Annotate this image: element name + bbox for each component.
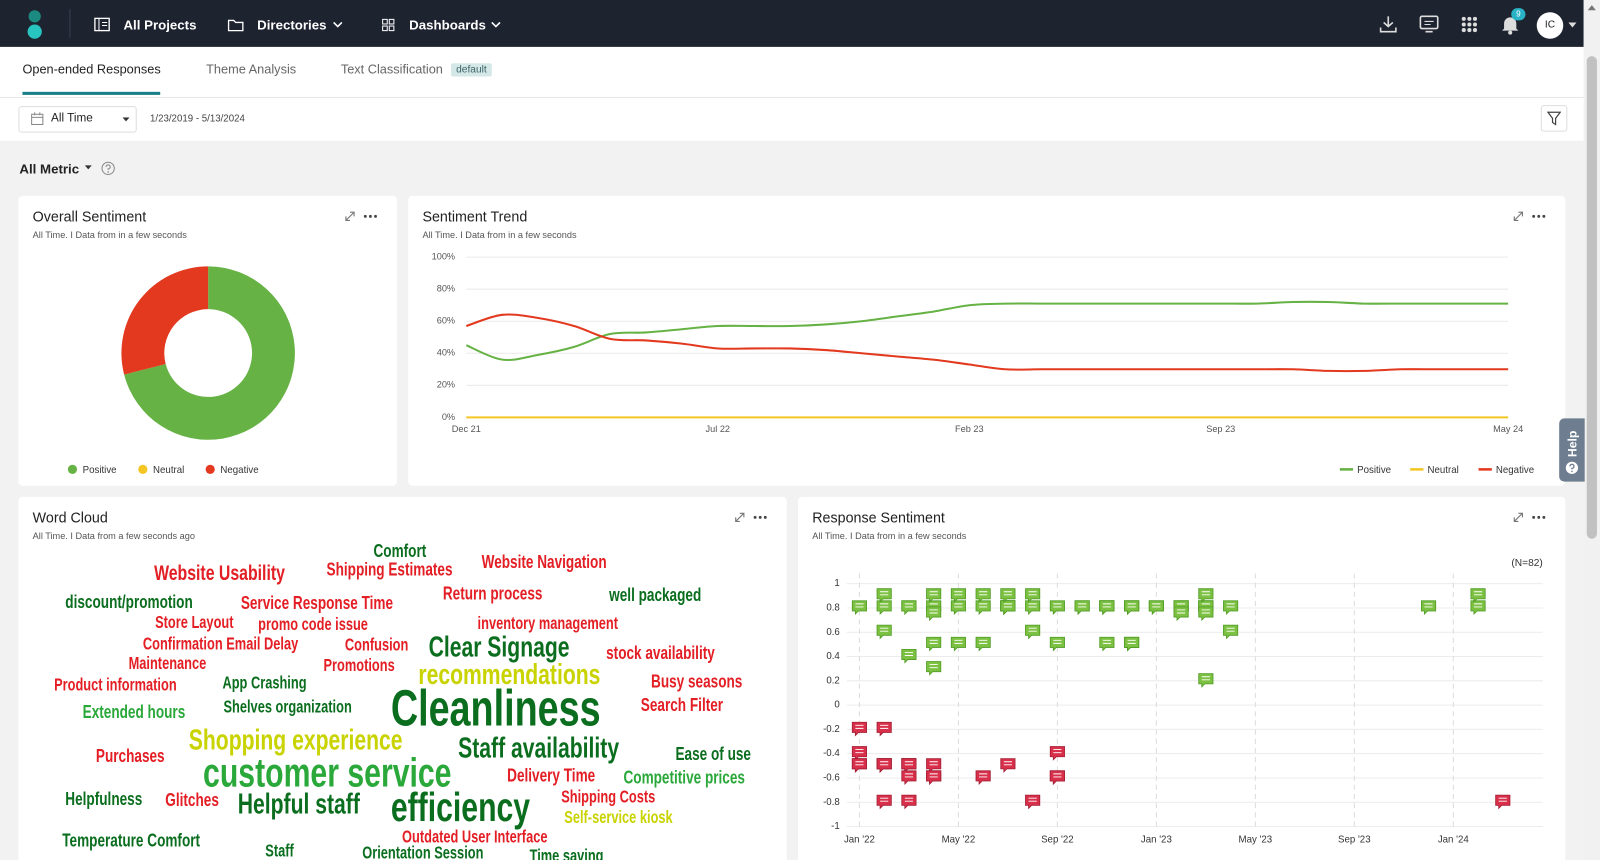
metric-select[interactable]: All Metric [19,161,80,177]
panel: Word Cloud All Time. I Data from a few s… [18,496,787,860]
panel-title: Response Sentiment [812,509,945,526]
panel-title: Overall Sentiment [32,208,147,225]
projects-icon [94,17,110,32]
panel: Sentiment Trend All Time. I Data from in… [408,195,1566,486]
panel: Response Sentiment All Time. I Data from… [797,496,1566,860]
tab-badge: default [451,63,492,77]
help-tab[interactable]: Help [1559,418,1585,482]
filter-button[interactable] [1540,105,1568,132]
separator [69,9,71,38]
chevron [333,21,343,28]
chevron [491,21,501,28]
date-span: 1/23/2019 - 5/13/2024 [149,113,245,125]
apps-icon[interactable] [1461,16,1478,33]
date-dropdown[interactable]: All Time [18,106,137,133]
download-icon[interactable] [1379,15,1397,33]
tab-underline [22,91,161,95]
calendar-icon [31,112,44,125]
bell-icon[interactable] [1501,14,1519,35]
panel: Overall Sentiment All Time. I Data from … [18,195,397,486]
panel-title: Word Cloud [32,509,108,526]
nav-item[interactable]: All Projects [123,17,197,33]
logo[interactable] [24,8,44,41]
nav-item[interactable]: Directories [257,17,327,33]
avatar[interactable]: IC [1536,12,1564,39]
tab[interactable]: Theme Analysis [206,62,297,77]
nav-item[interactable]: Dashboards [409,17,486,33]
panel-subtitle: All Time. I Data from in a few seconds [32,229,187,240]
monitor-icon[interactable] [1419,15,1439,33]
panel-subtitle: All Time. I Data from in a few seconds [812,530,967,541]
panel-title: Sentiment Trend [422,208,528,225]
tab[interactable]: Text Classification [340,62,443,77]
tab-bar: Open-ended Responses Theme Analysis Text… [0,46,1584,98]
date-range: All Time [51,112,93,125]
scroll-arrow[interactable] [1587,5,1596,11]
caret [1568,22,1577,28]
scrollbar[interactable] [1583,0,1600,860]
funnel-icon [1546,111,1562,126]
caret [84,165,92,170]
help-icon [1565,461,1579,474]
folder-icon [227,19,244,32]
notification-badge: 9 [1511,8,1526,21]
scroll-thumb[interactable] [1586,56,1597,539]
filter-row: All Time 1/23/2019 - 5/13/2024 [0,97,1584,141]
dashboard-icon [382,18,395,32]
caret [122,117,130,122]
panel-subtitle: All Time. I Data from in a few seconds [422,229,577,240]
tab-active[interactable]: Open-ended Responses [22,62,161,77]
top-nav: All Projects Directories Dashboards 9 IC [0,0,1584,47]
panel-subtitle: All Time. I Data from a few seconds ago [32,530,195,541]
help-icon[interactable] [101,161,115,175]
